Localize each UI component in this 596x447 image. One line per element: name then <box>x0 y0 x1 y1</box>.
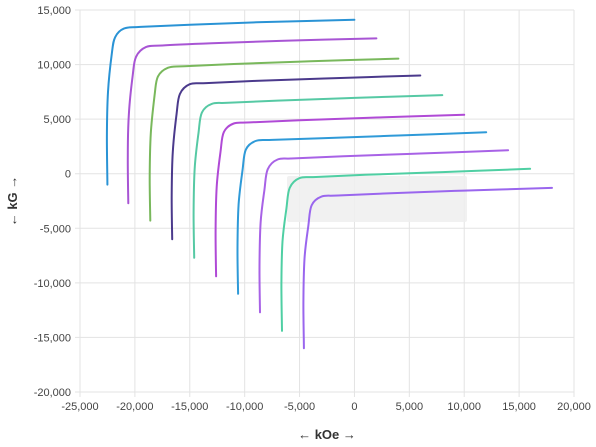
x-tick-label: -10,000 <box>226 401 263 413</box>
series-line-9 <box>280 167 532 332</box>
grid <box>75 9 575 397</box>
series-line-10 <box>302 186 553 350</box>
series-line-8 <box>258 149 510 314</box>
x-tick-label: 0 <box>351 401 357 413</box>
y-tick-label: 15,000 <box>37 5 71 17</box>
series-group <box>105 18 553 350</box>
tooltip-placeholder <box>287 176 467 222</box>
x-tick-label: -15,000 <box>171 401 208 413</box>
series-line-1 <box>105 18 356 186</box>
x-tick-label: -5,000 <box>284 401 315 413</box>
y-tick-label: 5,000 <box>43 114 71 126</box>
x-tick-label: 20,000 <box>557 401 591 413</box>
x-tick-label: 15,000 <box>502 401 536 413</box>
series-line-5 <box>192 94 444 259</box>
y-tick-label: -20,000 <box>34 387 71 399</box>
y-tick-label: -5,000 <box>40 223 71 235</box>
tick-labels: -25,000 -20,000 -15,000 -10,000 -5,000 0 5,000… <box>34 5 591 413</box>
x-tick-label: -20,000 <box>116 401 153 413</box>
x-tick-label: 10,000 <box>447 401 481 413</box>
x-axis-title: ← kOe → <box>298 427 356 442</box>
y-tick-label: 0 <box>65 169 71 181</box>
series-line-6 <box>214 113 466 278</box>
series-line-4 <box>170 74 422 241</box>
y-tick-label: -10,000 <box>34 278 71 290</box>
series-line-3 <box>148 57 400 222</box>
y-tick-label: -15,000 <box>34 332 71 344</box>
x-tick-label: -25,000 <box>61 401 98 413</box>
series-line-7 <box>236 131 488 295</box>
x-tick-label: 5,000 <box>396 401 424 413</box>
y-tick-label: 10,000 <box>37 60 71 72</box>
y-axis-title: ← kG → <box>5 176 20 227</box>
series-line-2 <box>126 37 378 205</box>
